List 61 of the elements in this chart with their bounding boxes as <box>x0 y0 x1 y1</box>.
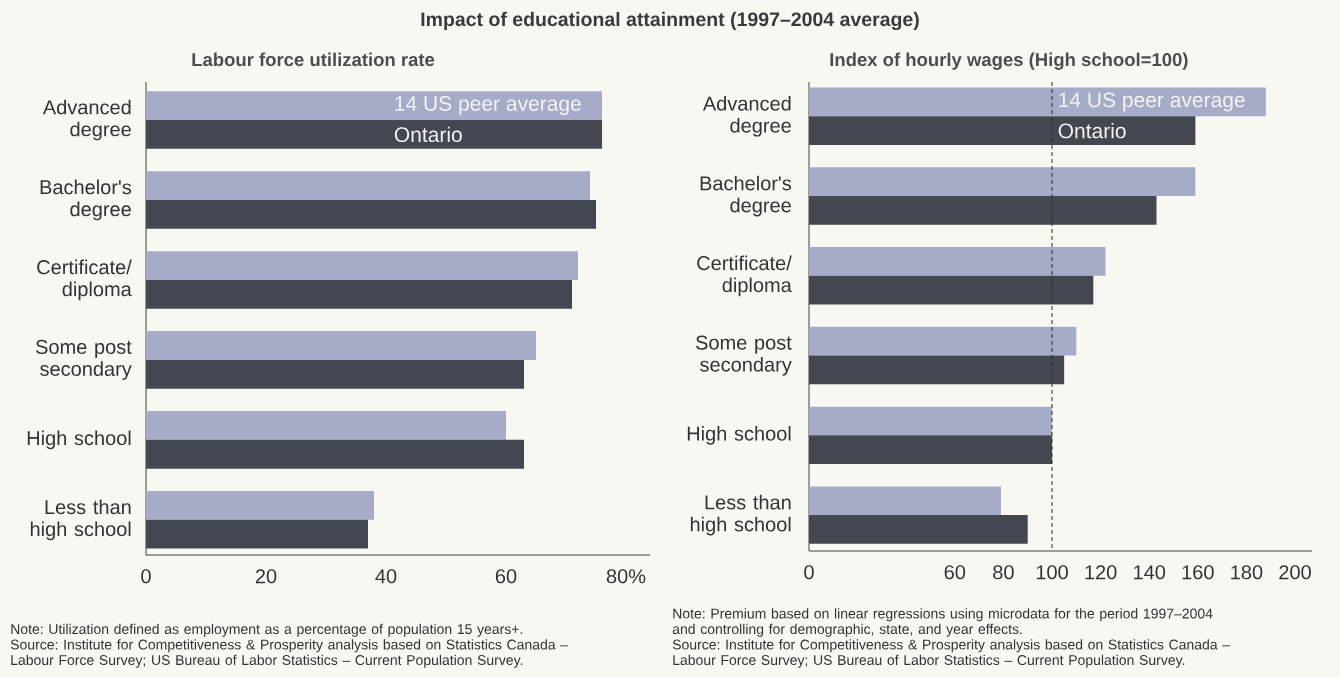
bar <box>146 171 590 200</box>
y-tick-label: Certificate/diploma <box>37 259 132 301</box>
y-tick-label: Less than high school <box>690 494 791 536</box>
x-tick-label: 160 <box>1182 565 1214 580</box>
x-tick-label: 60 <box>495 569 517 584</box>
bar <box>809 355 1065 385</box>
bar <box>809 167 1196 197</box>
x-tick-label: 60 <box>944 565 966 580</box>
bar <box>146 119 602 149</box>
x-tick-label: 80% <box>606 569 646 584</box>
bar <box>809 326 1077 356</box>
series-label: Ontario <box>394 126 462 143</box>
x-tick-label: 180 <box>1231 565 1263 580</box>
chart-subtitle: Labour force utilization rate <box>192 52 435 67</box>
text: Note: Premium based on linear regressions using microdata for the period 1997–2004 and controlling for demographic, state, and year effects. <box>672 608 1213 637</box>
bar <box>146 519 368 549</box>
bar <box>809 406 1052 436</box>
y-tick-label: Advanced degree <box>42 99 131 141</box>
source-note: Source: Institute for Competitiveness & Prosperity analysis based on Statistics Canada – Labour Force Survey; US Bureau of Labor Statistics – Current Population Survey. <box>672 639 1231 668</box>
bar <box>146 199 596 229</box>
bar <box>146 359 524 389</box>
chart-title: Impact of educational attainment (1997–2004 average) <box>421 11 919 31</box>
y-tick-label: Some post secondary <box>696 335 792 376</box>
series-label: 14 US peer average <box>395 96 581 116</box>
bar <box>146 411 506 440</box>
bar <box>146 331 536 360</box>
y-tick-label: Some post secondary <box>35 339 132 380</box>
x-tick-label: 0 <box>141 569 151 584</box>
x-tick-label: 20 <box>255 569 277 584</box>
y-tick-label: Bachelor's degree <box>40 179 132 221</box>
y-tick-label: Certificate/diploma <box>697 255 792 297</box>
y-tick-label: High school <box>687 426 791 445</box>
x-tick-label: 120 <box>1085 565 1117 580</box>
bar <box>809 435 1052 465</box>
y-tick-label: Less than high school <box>30 499 131 541</box>
x-tick-label: 40 <box>375 569 397 584</box>
bar <box>809 247 1106 276</box>
bar <box>809 196 1157 225</box>
source-note: Source: Institute for Competitiveness & Prosperity analysis based on Statistics Canada – Labour Force Survey; US Bureau of Labor Statistics – Current Population Survey. <box>10 639 569 668</box>
series-label: 14 US peer average <box>1059 92 1245 112</box>
bar <box>146 279 572 309</box>
bar <box>809 486 1001 516</box>
x-tick-label: 80 <box>993 565 1014 580</box>
x-tick-label: 140 <box>1134 565 1166 580</box>
chart-subtitle: Index of hourly wages (High school=100) <box>830 52 1188 70</box>
y-tick-label: Bachelor's degree <box>700 175 792 217</box>
x-tick-label: 100 <box>1036 565 1068 580</box>
series-label: Ontario <box>1058 122 1126 139</box>
y-tick-label: Advanced degree <box>702 95 791 137</box>
text: Note: Utilization defined as employment as a percentage of population 15 years+. <box>11 623 523 637</box>
bar <box>809 515 1028 544</box>
bar <box>809 87 1266 117</box>
x-tick-label: 200 <box>1279 565 1311 580</box>
bar <box>809 275 1094 305</box>
bar <box>809 116 1196 146</box>
x-tick-label: 0 <box>804 565 814 580</box>
y-tick-label: High school <box>27 430 131 450</box>
bar <box>146 439 524 469</box>
bar <box>146 491 374 520</box>
bar <box>146 91 602 120</box>
bar <box>146 251 578 280</box>
